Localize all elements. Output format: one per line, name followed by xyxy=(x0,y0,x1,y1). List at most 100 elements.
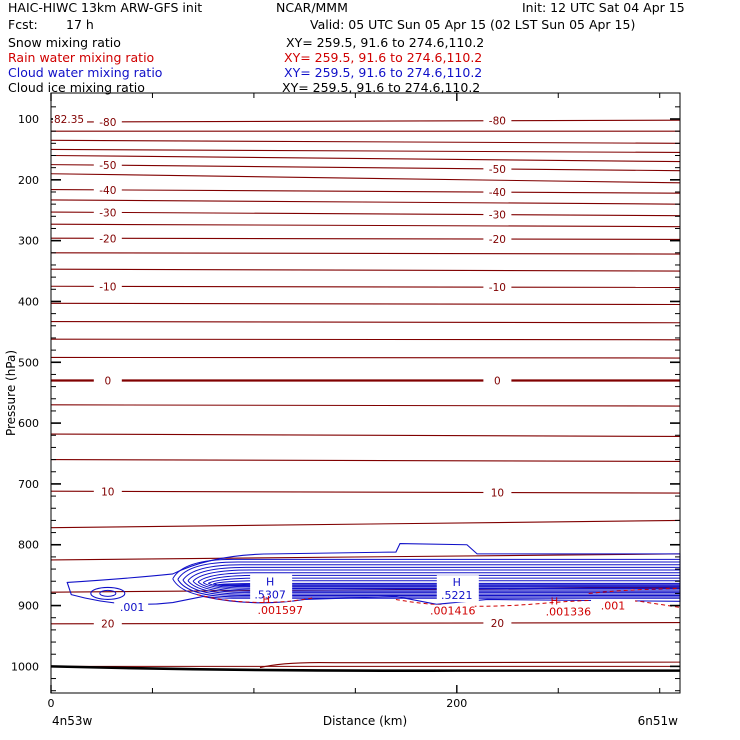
temperature-contour-line xyxy=(50,268,681,272)
rain-label-bg xyxy=(430,604,475,617)
valid-time: Valid: 05 UTC Sun 05 Apr 15 (02 LST Sun … xyxy=(310,17,636,32)
legend-cloudice-name: Cloud ice mixing ratio xyxy=(8,80,145,95)
cloud-water-contour xyxy=(177,561,680,598)
contour-label: -10 xyxy=(489,282,506,294)
temperature-contour-line xyxy=(50,404,681,407)
rain-water-value: .001 xyxy=(601,599,626,612)
contour-label: -80 xyxy=(99,117,116,129)
cloud-water-small-cell xyxy=(90,586,126,600)
surface-line xyxy=(50,665,680,673)
min-label-bg xyxy=(114,600,149,613)
y-tick-label: 500 xyxy=(18,356,39,369)
contour-label-bg xyxy=(483,115,512,126)
rain-water-value: .001416 xyxy=(430,605,476,618)
contour-label-bg xyxy=(93,116,122,127)
legend-cloudice-xy: XY= 259.5, 91.6 to 274.6,110.2 xyxy=(282,80,481,95)
contour-label-bg xyxy=(93,207,122,218)
legend-rain-xy: XY= 259.5, 91.6 to 274.6,110.2 xyxy=(284,50,483,65)
rain-water-max-marker: H xyxy=(263,595,271,606)
contour-label: -40 xyxy=(489,187,506,199)
contour-label: 10 xyxy=(491,488,504,500)
contour-label-bg xyxy=(483,282,512,293)
legend-snow-name: Snow mixing ratio xyxy=(8,35,121,50)
temperature-contour-line xyxy=(50,320,681,324)
rain-label-bg xyxy=(546,605,591,618)
contour-label-bg xyxy=(483,375,512,386)
y-tick-label: 100 xyxy=(18,113,39,126)
max-label-bg xyxy=(436,575,479,603)
upper-left-value: 82.35 xyxy=(54,114,84,126)
contour-label-bg xyxy=(93,375,122,386)
x-tick-label: 0 xyxy=(48,697,55,710)
org-label: NCAR/MMM xyxy=(276,0,348,15)
rain-water-contour xyxy=(196,588,681,608)
contour-label: -50 xyxy=(99,160,116,172)
corner-label-bg xyxy=(53,114,87,124)
forecast-label: Fcst: xyxy=(8,17,38,32)
contour-label: -50 xyxy=(489,164,506,176)
temperature-contour-line xyxy=(50,148,681,154)
temperature-contour-line xyxy=(50,302,681,306)
contour-label-bg xyxy=(93,233,122,244)
max-label-bg xyxy=(250,574,293,602)
cloud-water-contour xyxy=(182,564,680,596)
temperature-contour-line xyxy=(50,622,681,625)
cloud-water-contour xyxy=(187,566,680,595)
temperature-contour-line xyxy=(50,223,681,228)
y-tick-label: 300 xyxy=(18,235,39,248)
contour-label-bg xyxy=(483,617,512,628)
y-axis-title: Pressure (hPa) xyxy=(4,350,18,436)
contour-label: 0 xyxy=(494,376,501,388)
temperature-contour-line xyxy=(50,285,681,289)
contour-label-bg xyxy=(93,486,122,497)
temperature-contour-line xyxy=(259,661,681,669)
y-tick-label: 900 xyxy=(18,600,39,613)
contour-label: 10 xyxy=(101,486,114,498)
contour-label-bg xyxy=(483,187,512,198)
temperature-contour-line xyxy=(50,433,681,438)
init-time: Init: 12 UTC Sat 04 Apr 15 xyxy=(522,0,685,15)
rain-water-max-marker: H xyxy=(551,596,559,607)
cloud-water-max-value: .5307 xyxy=(254,589,286,602)
temperature-contour-line xyxy=(50,356,681,359)
y-tick-label: 1000 xyxy=(11,660,39,673)
rain-water-value: .001336 xyxy=(546,605,592,618)
contour-label: 20 xyxy=(491,618,504,630)
temperature-contour-line xyxy=(50,459,681,462)
contour-label-bg xyxy=(93,160,122,171)
temperature-contour-line xyxy=(50,199,681,205)
temperature-contour-line xyxy=(50,252,681,255)
cloud-water-max-marker: H xyxy=(266,576,274,589)
plot-border xyxy=(50,92,681,694)
legend-cloudwater-xy: XY= 259.5, 91.6 to 274.6,110.2 xyxy=(284,65,483,80)
y-tick-label: 800 xyxy=(18,539,39,552)
x-end-location: 6n51w xyxy=(638,714,679,728)
cloud-water-max-value: .5221 xyxy=(441,589,473,602)
contour-label: -30 xyxy=(99,207,116,219)
rain-label-bg xyxy=(258,604,303,617)
x-axis-title: Distance (km) xyxy=(323,714,407,728)
temperature-contour-line xyxy=(50,553,681,561)
rain-water-value: .001597 xyxy=(258,604,304,617)
cloud-water-small-cell xyxy=(99,589,117,597)
x-tick-label: 200 xyxy=(446,697,467,710)
contour-label-bg xyxy=(483,487,512,498)
temperature-contour-line xyxy=(50,139,681,144)
temperature-contour-line xyxy=(50,237,681,240)
temperature-contour-line xyxy=(50,211,681,217)
contour-label-bg xyxy=(93,281,122,292)
contour-label: -80 xyxy=(489,116,506,128)
contour-label-bg xyxy=(483,234,512,245)
contour-label-bg xyxy=(483,209,512,220)
contour-label: -10 xyxy=(99,281,116,293)
legend-cloudwater-name: Cloud water mixing ratio xyxy=(8,65,163,80)
y-tick-label: 200 xyxy=(18,174,39,187)
temperature-contour-line xyxy=(50,164,681,172)
chart-labels: Distance (km) Pressure (hPa) 4n53w 6n51w 82.… xyxy=(4,114,678,728)
legend-snow-xy: XY= 259.5, 91.6 to 274.6,110.2 xyxy=(286,35,485,50)
y-tick-label: 600 xyxy=(18,417,39,430)
contour-label: -30 xyxy=(489,210,506,222)
